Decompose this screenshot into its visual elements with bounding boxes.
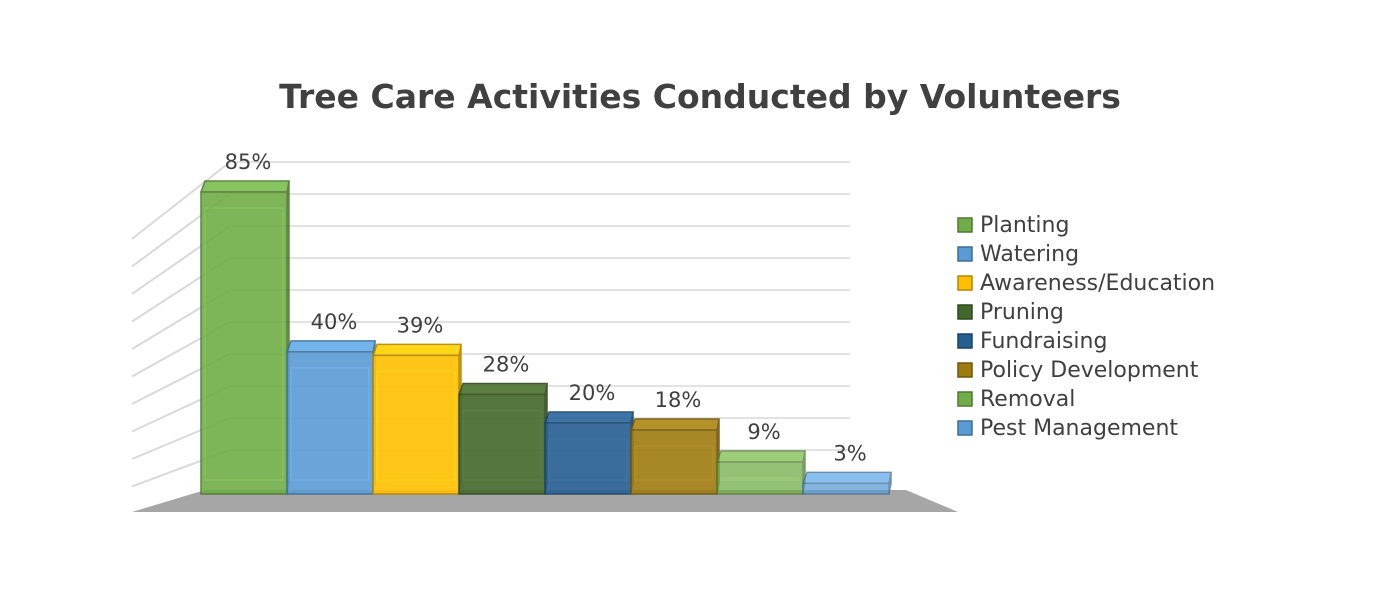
bar-policy-development <box>629 418 720 495</box>
value-label-planting: 85% <box>225 150 272 174</box>
bar-removal <box>715 450 806 495</box>
bar-front-fundraising <box>544 422 632 495</box>
legend-swatch-planting <box>957 217 973 233</box>
bar-highlight-watering <box>290 367 370 481</box>
bar-fundraising <box>543 411 634 495</box>
bar-pruning <box>457 382 548 495</box>
bar-pest-management <box>801 471 892 495</box>
legend-swatch-fundraising <box>957 333 973 349</box>
bar-planting <box>199 180 290 495</box>
bar-highlight-pruning <box>462 410 542 481</box>
legend-swatch-pruning <box>957 304 973 320</box>
bar-top-pest-management <box>801 471 892 485</box>
bar-front-awareness-education <box>372 354 460 495</box>
bar-front-watering <box>286 351 374 495</box>
bar-awareness-education <box>371 343 462 495</box>
bar-front-pruning <box>458 393 546 495</box>
value-label-removal: 9% <box>747 420 780 444</box>
legend-swatch-pest-management <box>957 420 973 436</box>
bar-front-policy-development <box>630 429 718 495</box>
value-label-pest-management: 3% <box>833 441 866 465</box>
bars <box>199 180 892 495</box>
legend: Planting Watering Awareness/Education Pruni… <box>957 213 1215 441</box>
value-label-fundraising: 20% <box>569 381 616 405</box>
floor-plane <box>132 490 958 512</box>
bar-highlight-removal <box>720 477 800 481</box>
bar-top-watering <box>285 340 376 353</box>
bar-top-pruning <box>457 382 548 396</box>
bar-top-removal <box>715 450 806 463</box>
data-labels: 85% 40% 39% 28% 20% 18% 9% 3% <box>225 150 867 465</box>
value-label-pruning: 28% <box>483 353 530 377</box>
bar-highlight-awareness-education <box>376 370 456 481</box>
value-label-watering: 40% <box>311 310 358 334</box>
legend-label-policy-development: Policy Development <box>980 358 1199 383</box>
legend-label-pruning: Pruning <box>980 300 1064 325</box>
legend-label-pest-management: Pest Management <box>980 416 1178 441</box>
bar-highlight-policy-development <box>634 445 714 481</box>
legend-label-fundraising: Fundraising <box>980 329 1107 354</box>
legend-swatch-policy-development <box>957 362 973 378</box>
bar-front-pest-management <box>802 482 890 495</box>
bar-top-policy-development <box>629 418 720 431</box>
chart-floor <box>132 490 958 512</box>
legend-label-watering: Watering <box>980 242 1079 267</box>
bar-top-awareness-education <box>371 343 462 357</box>
chart-title: Tree Care Activities Conducted by Volunt… <box>279 77 1121 116</box>
legend-label-awareness-education: Awareness/Education <box>980 271 1215 296</box>
legend-label-planting: Planting <box>980 213 1069 238</box>
legend-label-removal: Removal <box>980 387 1075 412</box>
bar-top-fundraising <box>543 411 634 424</box>
legend-swatch-removal <box>957 391 973 407</box>
bar-front-planting <box>200 191 288 495</box>
bar-highlight-fundraising <box>548 438 628 481</box>
value-label-awareness-education: 39% <box>397 313 444 337</box>
bar-top-planting <box>199 180 290 193</box>
legend-swatch-watering <box>957 246 973 262</box>
legend-swatch-awareness-education <box>957 275 973 291</box>
bar-watering <box>285 340 376 495</box>
bar-highlight-planting <box>204 207 284 481</box>
value-label-policy-development: 18% <box>655 388 702 412</box>
gridline-left <box>131 161 231 240</box>
